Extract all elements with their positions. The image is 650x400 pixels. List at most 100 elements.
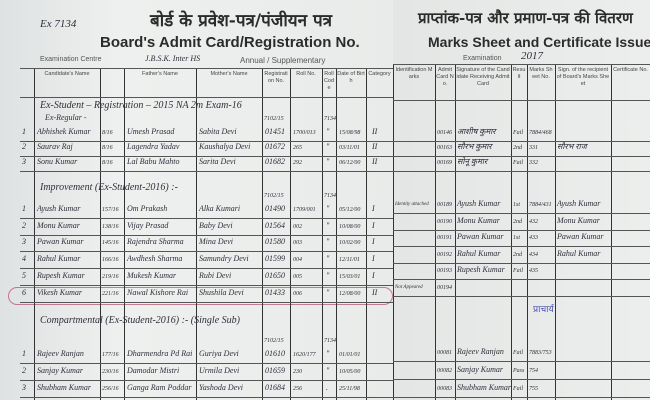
- cell-code: ": [326, 288, 330, 297]
- cell-sheet: 433: [529, 235, 538, 241]
- cell-roll: 292: [293, 160, 302, 166]
- cell-frac: 219/16: [102, 274, 119, 280]
- cell-father: Lagendra Yadav: [127, 142, 180, 151]
- row-divider: [393, 171, 650, 172]
- row-divider: [393, 156, 650, 157]
- column-divider: [527, 64, 528, 400]
- cell-card: 00193: [437, 268, 452, 274]
- cell-recip: Pawan Kumar: [557, 232, 604, 241]
- cell-reg: 01610: [265, 349, 285, 358]
- cell-dob: 10/02/00: [339, 240, 361, 246]
- cell-frac: 157/16: [102, 207, 119, 213]
- title-english: Marks Sheet and Certificate Issue Re: [428, 34, 650, 50]
- cell-sno: 1: [22, 349, 26, 358]
- cell-mother: Guriya Devi: [199, 349, 239, 358]
- cell-roll: 1620/177: [293, 352, 316, 358]
- cell-sno: 1: [22, 204, 26, 213]
- cell-sign: Rajeev Ranjan: [457, 347, 504, 356]
- column-divider: [124, 68, 125, 400]
- cell-name: Monu Kumar: [37, 221, 80, 230]
- cell-father: Mukesh Kumar: [127, 271, 177, 280]
- cell-father: Awdhesh Sharma: [127, 254, 183, 263]
- section-subheading: Ex-Regular -: [45, 113, 87, 122]
- column-divider: [455, 64, 456, 400]
- cell-frac: 8/16: [102, 145, 113, 151]
- cell-name: Abhishek Kumar: [37, 127, 91, 136]
- section-heading: Compartmental (Ex-Student-2016) :- (Sing…: [40, 315, 240, 326]
- cell-result: Fail: [513, 130, 523, 136]
- cell-mother: Sarita Devi: [199, 157, 236, 166]
- section-code: 7102/15: [264, 116, 284, 122]
- cell-frac: 138/16: [102, 224, 119, 230]
- cell-sheet: 7883/753: [529, 350, 552, 356]
- cell-frac: 230/16: [102, 369, 119, 375]
- cell-roll: 230: [293, 369, 302, 375]
- cell-card: 00191: [437, 235, 452, 241]
- row-divider: [20, 97, 393, 98]
- cell-sno: 2: [22, 366, 26, 375]
- row-divider: [393, 361, 650, 362]
- cell-sign: Rahul Kumar: [457, 249, 501, 258]
- cell-dob: 25/11/98: [339, 386, 360, 392]
- cell-mother: Rubi Devi: [199, 271, 232, 280]
- cell-sign: सोनू कुमार: [457, 157, 488, 166]
- cell-name: Rahul Kumar: [37, 254, 81, 263]
- cell-sheet: 7884/431: [529, 202, 552, 208]
- cell-reg: 01659: [265, 366, 285, 375]
- cell-roll: 265: [293, 145, 302, 151]
- cell-name: Ayush Kumar: [37, 204, 81, 213]
- column-header: Father's Name: [142, 71, 178, 77]
- cell-dob: 01/01/01: [339, 352, 361, 358]
- cell-code: ": [326, 221, 330, 230]
- cell-div: I: [372, 237, 375, 246]
- cell-card: 00169: [437, 160, 452, 166]
- cell-div: I: [372, 204, 375, 213]
- cell-card: 00194: [437, 285, 452, 291]
- cell-reg: 01580: [265, 237, 285, 246]
- cell-sno: 6: [22, 288, 26, 297]
- cell-div: II: [372, 142, 378, 151]
- cell-sno: 1: [22, 127, 26, 136]
- column-divider: [100, 68, 101, 400]
- cell-frac: 145/16: [102, 240, 119, 246]
- cell-code: ": [326, 254, 330, 263]
- cell-result: 2nd: [513, 219, 522, 225]
- row-divider: [393, 141, 650, 142]
- row-divider: [393, 379, 650, 380]
- cell-roll: 004: [293, 257, 302, 263]
- cell-sign: Rupesh Kumar: [457, 265, 505, 274]
- column-header: Sign. of the recipient of Board's Marks …: [556, 67, 610, 87]
- column-header: Mother's Name: [210, 71, 248, 77]
- column-header: Roll Code: [323, 71, 335, 91]
- cell-reg: 01433: [265, 288, 285, 297]
- cell-roll: 003: [293, 240, 302, 246]
- row-divider: [20, 380, 393, 381]
- column-divider: [336, 68, 337, 400]
- cell-card: 00163: [437, 145, 452, 151]
- cell-roll: 002: [293, 224, 302, 230]
- cell-code: ": [326, 142, 330, 151]
- cell-roll: 1700/013: [293, 130, 316, 136]
- cell-name: Rupesh Kumar: [37, 271, 85, 280]
- cell-father: Dharmendra Pd Rai: [127, 349, 193, 358]
- cell-mother: Samundry Devi: [199, 254, 249, 263]
- cell-dob: 05/12/00: [339, 207, 361, 213]
- cell-mother: Alka Kumari: [199, 204, 241, 213]
- cell-frac: 256/16: [102, 386, 119, 392]
- column-header: Result: [512, 67, 526, 80]
- cell-name: Shubham Kumar: [37, 383, 92, 392]
- cell-father: Damodar Mistri: [127, 366, 180, 375]
- column-header: Roll No.: [296, 71, 316, 77]
- cell-remark: Identity attached: [395, 202, 429, 207]
- cell-recip: Rahul Kumar: [557, 249, 601, 258]
- cell-sno: 2: [22, 221, 26, 230]
- cell-card: 00192: [437, 252, 452, 258]
- column-divider: [555, 64, 556, 400]
- cell-sign: सौरभ कुमार: [457, 142, 492, 151]
- cell-sno: 4: [22, 254, 26, 263]
- cell-sno: 2: [22, 142, 26, 151]
- row-divider: [20, 397, 393, 398]
- cell-card: 00146: [437, 130, 452, 136]
- cell-father: Vijay Prasad: [127, 221, 169, 230]
- row-divider: [20, 171, 393, 172]
